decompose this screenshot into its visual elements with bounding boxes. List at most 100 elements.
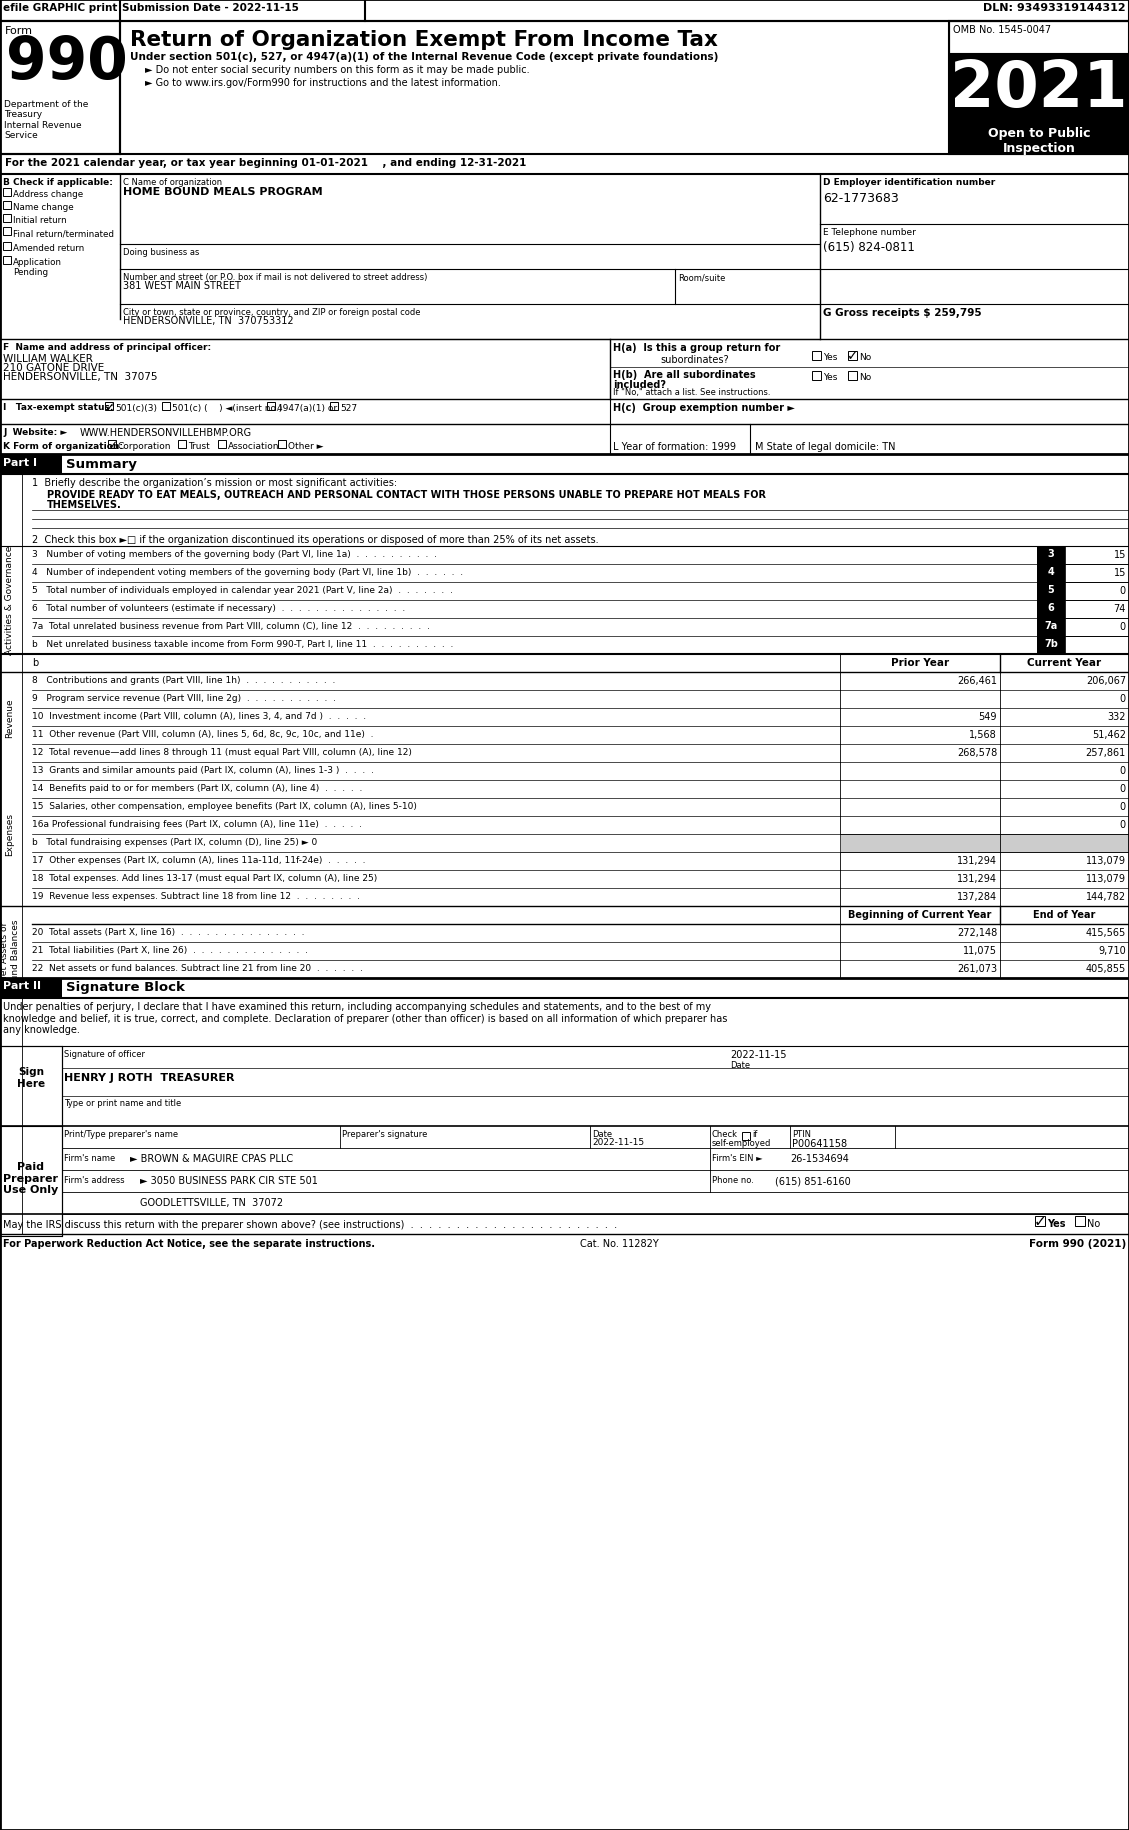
Text: Check: Check bbox=[712, 1129, 738, 1138]
Text: efile GRAPHIC print: efile GRAPHIC print bbox=[3, 4, 117, 13]
Text: 4947(a)(1) or: 4947(a)(1) or bbox=[277, 404, 338, 414]
Text: Expenses: Expenses bbox=[6, 813, 15, 856]
Text: 405,855: 405,855 bbox=[1086, 963, 1126, 974]
Text: 15: 15 bbox=[1113, 549, 1126, 560]
Text: ► Go to www.irs.gov/Form990 for instructions and the latest information.: ► Go to www.irs.gov/Form990 for instruct… bbox=[145, 79, 501, 88]
Text: HENDERSONVILLE, TN  37075: HENDERSONVILLE, TN 37075 bbox=[3, 371, 158, 382]
Text: 19  Revenue less expenses. Subtract line 18 from line 12  .  .  .  .  .  .  .  .: 19 Revenue less expenses. Subtract line … bbox=[32, 891, 360, 900]
Bar bbox=[330, 403, 338, 410]
Text: 527: 527 bbox=[340, 404, 357, 414]
Text: 11,075: 11,075 bbox=[963, 946, 997, 955]
Bar bbox=[949, 22, 1129, 156]
Text: 6   Total number of volunteers (estimate if necessary)  .  .  .  .  .  .  .  .  : 6 Total number of volunteers (estimate i… bbox=[32, 604, 405, 613]
Text: 0: 0 bbox=[1120, 586, 1126, 597]
Text: 6: 6 bbox=[1048, 602, 1054, 613]
Text: Sign
Here: Sign Here bbox=[17, 1067, 45, 1089]
Text: Room/suite: Room/suite bbox=[679, 273, 725, 282]
Text: 144,782: 144,782 bbox=[1086, 891, 1126, 902]
Bar bbox=[0, 979, 62, 999]
Text: Other ►: Other ► bbox=[288, 441, 324, 450]
Text: M State of legal domicile: TN: M State of legal domicile: TN bbox=[755, 441, 895, 452]
Text: WWW.HENDERSONVILLEHBMP.ORG: WWW.HENDERSONVILLEHBMP.ORG bbox=[80, 428, 252, 437]
Text: Current Year: Current Year bbox=[1027, 657, 1102, 668]
Text: 18  Total expenses. Add lines 13-17 (must equal Part IX, column (A), line 25): 18 Total expenses. Add lines 13-17 (must… bbox=[32, 873, 377, 882]
Bar bbox=[105, 403, 113, 410]
Bar bbox=[3, 229, 11, 236]
Text: self-employed: self-employed bbox=[712, 1138, 771, 1147]
Text: Net Assets or
Fund Balances: Net Assets or Fund Balances bbox=[0, 919, 19, 985]
Bar bbox=[812, 351, 821, 361]
Bar bbox=[742, 1133, 750, 1140]
Text: E Telephone number: E Telephone number bbox=[823, 229, 916, 236]
Text: 381 WEST MAIN STREET: 381 WEST MAIN STREET bbox=[123, 280, 240, 291]
Text: 137,284: 137,284 bbox=[957, 891, 997, 902]
Text: 332: 332 bbox=[1108, 712, 1126, 721]
Text: Part II: Part II bbox=[3, 981, 41, 990]
Text: Form: Form bbox=[5, 26, 33, 37]
Bar bbox=[1038, 582, 1065, 600]
Text: Date: Date bbox=[592, 1129, 612, 1138]
Text: Initial return: Initial return bbox=[14, 216, 67, 225]
Bar bbox=[0, 454, 62, 474]
Text: 51,462: 51,462 bbox=[1092, 730, 1126, 739]
Text: 0: 0 bbox=[1120, 694, 1126, 703]
Text: 0: 0 bbox=[1120, 765, 1126, 776]
Text: City or town, state or province, country, and ZIP or foreign postal code: City or town, state or province, country… bbox=[123, 307, 420, 317]
Text: (615) 851-6160: (615) 851-6160 bbox=[774, 1175, 851, 1186]
Bar bbox=[0, 1047, 62, 1127]
Text: I   Tax-exempt status:: I Tax-exempt status: bbox=[3, 403, 114, 412]
Text: Beginning of Current Year: Beginning of Current Year bbox=[848, 910, 991, 919]
Text: L Year of formation: 1999: L Year of formation: 1999 bbox=[613, 441, 736, 452]
Text: Under penalties of perjury, I declare that I have examined this return, includin: Under penalties of perjury, I declare th… bbox=[3, 1001, 727, 1034]
Bar bbox=[840, 655, 1000, 673]
Bar bbox=[3, 201, 11, 210]
Bar bbox=[218, 441, 226, 448]
Text: Activities & Governance: Activities & Governance bbox=[6, 545, 15, 655]
Text: 0: 0 bbox=[1120, 783, 1126, 794]
Text: Under section 501(c), 527, or 4947(a)(1) of the Internal Revenue Code (except pr: Under section 501(c), 527, or 4947(a)(1)… bbox=[130, 51, 718, 62]
Bar bbox=[1000, 906, 1129, 924]
Text: Doing business as: Doing business as bbox=[123, 247, 200, 256]
Bar bbox=[848, 351, 857, 361]
Text: 131,294: 131,294 bbox=[957, 856, 997, 866]
Text: 7a  Total unrelated business revenue from Part VIII, column (C), line 12  .  .  : 7a Total unrelated business revenue from… bbox=[32, 622, 430, 631]
Text: Type or print name and title: Type or print name and title bbox=[64, 1098, 182, 1107]
Text: b   Net unrelated business taxable income from Form 990-T, Part I, line 11  .  .: b Net unrelated business taxable income … bbox=[32, 640, 454, 648]
Text: B Check if applicable:: B Check if applicable: bbox=[3, 178, 113, 187]
Text: OMB No. 1545-0047: OMB No. 1545-0047 bbox=[953, 26, 1051, 35]
Text: G Gross receipts $ 259,795: G Gross receipts $ 259,795 bbox=[823, 307, 981, 318]
Bar bbox=[1000, 655, 1129, 673]
Bar bbox=[840, 906, 1000, 924]
Text: 4: 4 bbox=[1048, 567, 1054, 576]
Text: 1,568: 1,568 bbox=[970, 730, 997, 739]
Text: ✓: ✓ bbox=[1034, 1213, 1047, 1228]
Text: Print/Type preparer's name: Print/Type preparer's name bbox=[64, 1129, 178, 1138]
Bar bbox=[0, 1127, 62, 1237]
Text: 113,079: 113,079 bbox=[1086, 873, 1126, 884]
Text: 15  Salaries, other compensation, employee benefits (Part IX, column (A), lines : 15 Salaries, other compensation, employe… bbox=[32, 802, 417, 811]
Text: Cat. No. 11282Y: Cat. No. 11282Y bbox=[580, 1239, 658, 1248]
Text: C Name of organization: C Name of organization bbox=[123, 178, 222, 187]
Text: 8   Contributions and grants (Part VIII, line 1h)  .  .  .  .  .  .  .  .  .  . : 8 Contributions and grants (Part VIII, l… bbox=[32, 675, 335, 684]
Text: D Employer identification number: D Employer identification number bbox=[823, 178, 996, 187]
Bar bbox=[1038, 600, 1065, 619]
Text: 261,073: 261,073 bbox=[957, 963, 997, 974]
Text: 113,079: 113,079 bbox=[1086, 856, 1126, 866]
Text: 5: 5 bbox=[1048, 584, 1054, 595]
Text: 4   Number of independent voting members of the governing body (Part VI, line 1b: 4 Number of independent voting members o… bbox=[32, 567, 463, 576]
Bar bbox=[1065, 547, 1129, 565]
Text: (615) 824-0811: (615) 824-0811 bbox=[823, 242, 914, 254]
Text: 257,861: 257,861 bbox=[1086, 748, 1126, 758]
Text: H(b)  Are all subordinates: H(b) Are all subordinates bbox=[613, 370, 755, 381]
Text: K Form of organization:: K Form of organization: bbox=[3, 441, 123, 450]
Bar bbox=[949, 22, 1129, 53]
Bar bbox=[1035, 1217, 1045, 1226]
Bar bbox=[3, 243, 11, 251]
Text: HENDERSONVILLE, TN  370753312: HENDERSONVILLE, TN 370753312 bbox=[123, 317, 294, 326]
Text: Prior Year: Prior Year bbox=[891, 657, 949, 668]
Bar bbox=[848, 371, 857, 381]
Text: PROVIDE READY TO EAT MEALS, OUTREACH AND PERSONAL CONTACT WITH THOSE PERSONS UNA: PROVIDE READY TO EAT MEALS, OUTREACH AND… bbox=[47, 490, 765, 500]
Text: HOME BOUND MEALS PROGRAM: HOME BOUND MEALS PROGRAM bbox=[123, 187, 323, 198]
Text: Part I: Part I bbox=[3, 458, 37, 468]
Text: Open to Public
Inspection: Open to Public Inspection bbox=[988, 126, 1091, 156]
